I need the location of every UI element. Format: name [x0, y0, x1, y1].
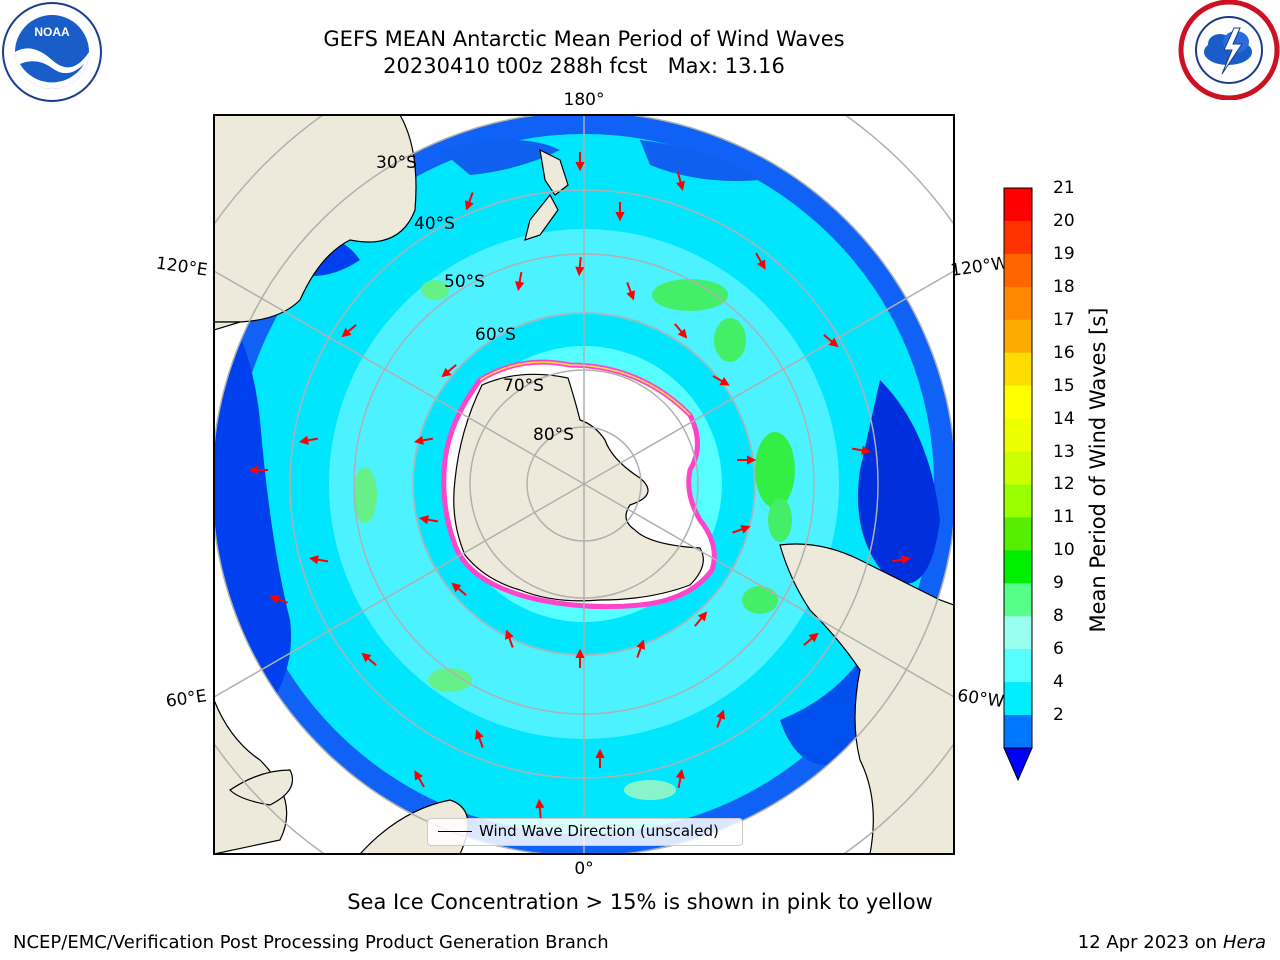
lon-label-lower-left: 60°E — [165, 686, 208, 711]
colorbar-tick-label: 10 — [1053, 540, 1075, 561]
colorbar-tick-label: 14 — [1053, 408, 1075, 429]
lon-label-bottom: 0° — [574, 859, 593, 879]
colorbar-tick-label: 16 — [1053, 342, 1075, 363]
colorbar-segment — [1004, 682, 1032, 716]
lat-label-70s: 70°S — [503, 376, 544, 396]
colorbar-tick-label: 6 — [1053, 639, 1064, 660]
colorbar-tick-label: 8 — [1053, 606, 1064, 627]
graticule — [214, 115, 954, 854]
lon-label-lower-right: 60°W — [956, 686, 1005, 712]
colorbar-segment — [1004, 188, 1032, 222]
colorbar-segment — [1004, 286, 1032, 321]
colorbar-tick-label: 21 — [1053, 178, 1075, 198]
colorbar-label: Mean Period of Wind Waves [s] — [1086, 307, 1110, 633]
footer-host: Hera — [1222, 932, 1266, 953]
footer-credit: NCEP/EMC/Verification Post Processing Pr… — [13, 932, 609, 953]
colorbar-segment — [1004, 616, 1032, 650]
colorbar-extend-triangle — [1003, 747, 1033, 782]
colorbar — [1003, 187, 1033, 782]
colorbar-segment — [1004, 583, 1032, 617]
colorbar-tick-label: 9 — [1053, 573, 1064, 594]
lat-label-60s: 60°S — [475, 325, 516, 345]
colorbar-segment — [1004, 220, 1032, 255]
colorbar-tick-label: 2 — [1053, 705, 1064, 726]
colorbar-segment — [1004, 517, 1032, 551]
colorbar-segment — [1004, 715, 1032, 749]
colorbar-tick-label: 18 — [1053, 276, 1075, 297]
map-legend: Wind Wave Direction (unscaled) — [427, 818, 743, 846]
lat-label-40s: 40°S — [414, 214, 455, 234]
colorbar-tick-label: 13 — [1053, 441, 1075, 462]
colorbar-tick-label: 11 — [1053, 507, 1075, 528]
chart-title: GEFS MEAN Antarctic Mean Period of Wind … — [323, 27, 845, 51]
lon-label-top: 180° — [564, 90, 605, 110]
footer-date-text: 12 Apr 2023 on — [1077, 932, 1223, 953]
colorbar-tick-label: 19 — [1053, 243, 1075, 264]
lat-label-50s: 50°S — [444, 272, 485, 292]
colorbar-segment — [1004, 253, 1032, 288]
national-weather-service-logo — [1178, 0, 1280, 100]
footer-date: 12 Apr 2023 on Hera — [1078, 932, 1266, 953]
noaa-logo: NOAA — [2, 2, 102, 102]
colorbar-segment — [1004, 550, 1032, 584]
colorbar-segment — [1004, 418, 1032, 453]
map-frame — [213, 114, 955, 855]
colorbar-segment — [1004, 484, 1032, 518]
colorbar-tick-label: 17 — [1053, 309, 1075, 330]
colorbar-tick-label: 15 — [1053, 375, 1075, 396]
colorbar-segment — [1004, 649, 1032, 683]
colorbar-segment — [1004, 385, 1032, 420]
wind-wave-arrows — [248, 152, 912, 819]
colorbar-tick-label: 12 — [1053, 474, 1075, 495]
colorbar-tick-label: 20 — [1053, 210, 1075, 231]
lat-label-30s: 30°S — [376, 153, 417, 173]
colorbar-segment — [1004, 319, 1032, 354]
lat-label-80s: 80°S — [533, 425, 574, 445]
colorbar-tick-label: 4 — [1053, 672, 1064, 693]
colorbar-segment — [1004, 451, 1032, 485]
chart-subtitle: 20230410 t00z 288h fcst Max: 13.16 — [383, 54, 785, 78]
sea-ice-caption: Sea Ice Concentration > 15% is shown in … — [347, 890, 933, 914]
legend-label: Wind Wave Direction (unscaled) — [479, 822, 719, 840]
lon-label-upper-left: 120°E — [155, 254, 209, 281]
svg-text:NOAA: NOAA — [34, 25, 70, 39]
colorbar-segment — [1004, 352, 1032, 387]
legend-line-swatch — [438, 831, 472, 832]
